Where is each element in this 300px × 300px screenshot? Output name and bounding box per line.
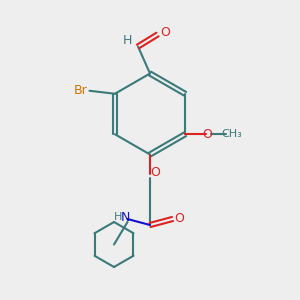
Text: H: H [114,212,123,223]
Text: H: H [123,34,132,47]
Text: CH₃: CH₃ [222,129,242,139]
Text: N: N [120,211,130,224]
Text: O: O [151,166,160,179]
Text: Br: Br [74,84,88,97]
Text: O: O [160,26,170,40]
Text: O: O [174,212,184,225]
Text: O: O [202,128,212,141]
